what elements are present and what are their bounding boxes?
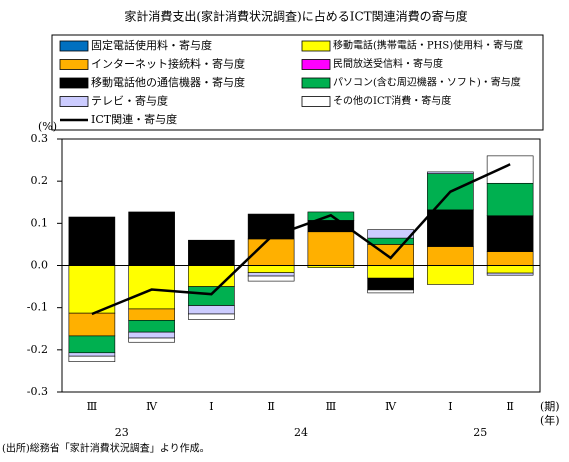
legend-label: 移動電話他の通信機器・寄与度 (91, 75, 245, 89)
y-tick-label: -0.1 (27, 301, 48, 314)
y-unit: (%) (38, 120, 57, 133)
legend-box (51, 34, 544, 131)
bar-segment (367, 289, 414, 294)
bar-segment (188, 286, 235, 306)
y-tick-label: -0.3 (27, 385, 48, 398)
bar-segment (68, 352, 116, 357)
bar-segment (367, 229, 414, 239)
bar-segment (247, 272, 295, 277)
bar-segment (68, 216, 116, 266)
x-unit: (期) (540, 400, 560, 413)
bar-segment (128, 211, 175, 266)
legend-swatch (59, 77, 89, 89)
legend-swatch (301, 96, 331, 107)
bar-segment (188, 305, 235, 315)
bar-segment (427, 265, 474, 285)
legend-label: 移動電話(携帯電話・PHS)使用料・寄与度 (333, 39, 523, 52)
bar-segment (188, 239, 235, 266)
legend-label: その他のICT消費・寄与度 (333, 94, 451, 107)
bar-segment (427, 171, 474, 174)
bar-segment (486, 265, 534, 274)
legend-label: ICT関連・寄与度 (91, 112, 177, 126)
year-label: 24 (294, 426, 308, 439)
bar-segment (486, 272, 534, 276)
bar-segment (128, 331, 175, 339)
group-unit: (年) (540, 413, 560, 427)
x-tick-label: Ⅲ (326, 400, 337, 413)
bar-segment (427, 209, 474, 247)
bar-segment (68, 265, 116, 314)
bar-segment (128, 337, 175, 343)
x-tick-label: Ⅳ (146, 400, 158, 413)
bar-segment (367, 265, 414, 279)
source-note: (出所)総務省「家計消費状況調査」より作成。 (2, 442, 210, 455)
line-series (91, 163, 511, 316)
bar-segment (128, 320, 175, 333)
bar-segment (247, 265, 295, 273)
bar-segment (68, 335, 116, 354)
bar-segment (188, 313, 235, 320)
y-tick-label: -0.2 (27, 343, 48, 356)
legend-swatch (59, 59, 89, 70)
bar-segment (128, 265, 175, 310)
legend-swatch (301, 40, 331, 52)
year-label: 23 (115, 426, 129, 439)
legend-swatch (59, 96, 89, 107)
legend-label: インターネット接続料・寄与度 (91, 57, 245, 71)
bar-segment (68, 312, 116, 337)
chart-title: 家計消費支出(家計消費状況調査)に占めるICT関連消費の寄与度 (124, 9, 467, 24)
bar-segment (247, 275, 295, 282)
bar-segment (486, 215, 534, 252)
year-label: 25 (473, 426, 487, 439)
bar-segment (247, 213, 295, 240)
bar-segment (188, 265, 235, 287)
bar-segment (128, 308, 175, 321)
legend-swatch (59, 40, 89, 52)
x-tick-label: Ⅳ (385, 400, 397, 413)
bar-segment (367, 277, 414, 291)
y-tick-label: 0.2 (31, 174, 49, 187)
legend-label: テレビ・寄与度 (91, 94, 168, 108)
legend-swatch (301, 59, 331, 70)
y-tick-label: 0.0 (31, 259, 49, 272)
bar-segment (427, 246, 474, 266)
bar-segment (486, 182, 534, 217)
legend-label: 固定電話使用料・寄与度 (91, 38, 212, 52)
bar-segment (486, 155, 534, 184)
legend-label: パソコン(含む周辺機器・ソフト)・寄与度 (333, 76, 521, 89)
x-tick-label: Ⅱ (267, 400, 274, 413)
x-tick-label: Ⅰ (448, 400, 452, 413)
y-tick-label: 0.1 (31, 216, 49, 229)
legend-label: 民間放送受信料・寄与度 (333, 57, 443, 70)
y-tick-label: 0.3 (31, 132, 49, 145)
bar-segment (68, 355, 116, 362)
x-tick-label: Ⅰ (209, 400, 213, 413)
x-tick-label: Ⅲ (87, 400, 98, 413)
bar-segment (486, 251, 534, 266)
bar-segment (307, 231, 355, 266)
x-tick-label: Ⅱ (506, 400, 513, 413)
legend-swatch (301, 77, 331, 89)
